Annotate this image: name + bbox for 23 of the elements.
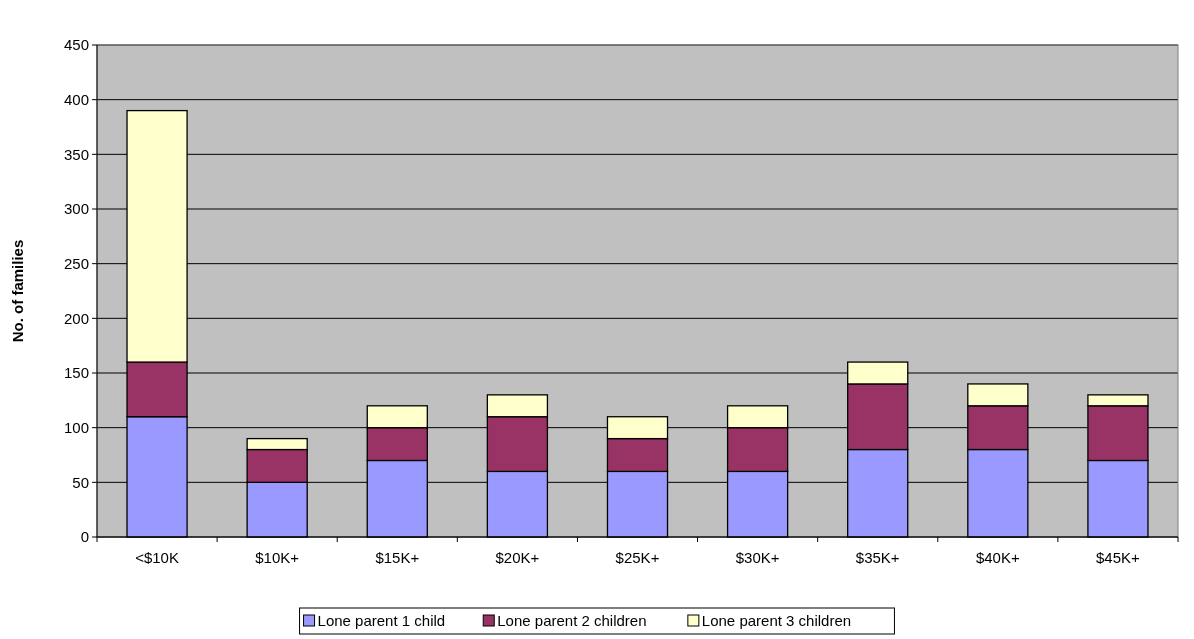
y-tick-label: 0 xyxy=(80,528,89,546)
legend-label: Lone parent 2 children xyxy=(497,612,647,630)
x-tick-label: $20K+ xyxy=(495,549,540,566)
y-tick-label: 200 xyxy=(63,309,89,327)
y-axis-title: No. of families xyxy=(9,239,26,343)
x-tick-label: $15K+ xyxy=(375,549,420,566)
x-tick-label: <$10K xyxy=(135,549,179,566)
x-tick-label: $10K+ xyxy=(255,549,300,566)
x-tick-label: $45K+ xyxy=(1096,549,1141,566)
y-tick-label: 100 xyxy=(63,418,89,436)
x-tick-label: $35K+ xyxy=(855,549,900,566)
y-tick-label: 50 xyxy=(72,473,89,491)
x-tick-label: $25K+ xyxy=(615,549,660,566)
y-tick-label: 450 xyxy=(63,36,89,54)
y-tick-label: 250 xyxy=(63,254,89,272)
x-tick-label: $40K+ xyxy=(975,549,1020,566)
legend-label: Lone parent 1 child xyxy=(317,612,446,630)
y-tick-label: 300 xyxy=(63,200,89,218)
legend-label: Lone parent 3 children xyxy=(701,612,852,630)
x-tick-label: $30K+ xyxy=(735,549,780,566)
y-tick-label: 400 xyxy=(63,90,89,108)
y-tick-label: 150 xyxy=(63,364,89,382)
y-tick-label: 350 xyxy=(63,145,89,163)
